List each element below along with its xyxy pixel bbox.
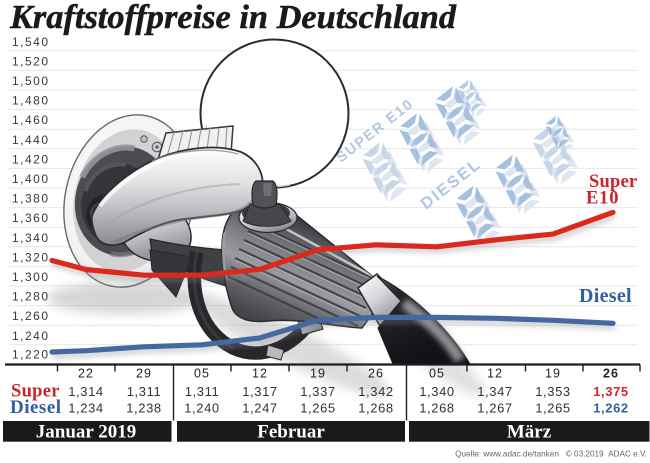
svg-text:1,300: 1,300 [12,270,50,284]
svg-text:1,247: 1,247 [242,401,278,416]
svg-text:1,268: 1,268 [358,401,394,416]
svg-text:26: 26 [368,367,384,381]
svg-text:1,380: 1,380 [12,192,50,206]
svg-text:1,220: 1,220 [12,347,50,361]
svg-text:1,267: 1,267 [477,401,513,416]
svg-text:29: 29 [136,367,152,381]
svg-text:Februar: Februar [257,422,325,443]
svg-text:1,240: 1,240 [12,329,50,343]
svg-text:1,420: 1,420 [12,152,50,166]
svg-text:19: 19 [545,367,561,381]
svg-text:1,500: 1,500 [12,74,50,88]
svg-text:1,347: 1,347 [477,384,513,399]
svg-text:1,440: 1,440 [12,133,50,147]
svg-text:März: März [507,422,552,443]
svg-text:1,280: 1,280 [12,290,50,304]
svg-text:1,240: 1,240 [184,401,220,416]
svg-text:Super: Super [589,172,637,192]
svg-text:1,262: 1,262 [593,401,629,416]
svg-text:1,400: 1,400 [12,172,50,186]
svg-text:1,340: 1,340 [12,231,50,245]
svg-text:1,520: 1,520 [12,54,50,68]
svg-text:1,311: 1,311 [127,384,162,399]
svg-text:1,337: 1,337 [300,384,336,399]
svg-text:19: 19 [310,367,326,381]
svg-text:1,317: 1,317 [242,384,278,399]
svg-text:1,234: 1,234 [68,401,104,416]
svg-text:1,342: 1,342 [358,384,394,399]
svg-text:1,353: 1,353 [535,384,571,399]
svg-text:1,320: 1,320 [12,250,50,264]
svg-text:E10: E10 [586,189,619,209]
svg-text:1,268: 1,268 [419,401,455,416]
svg-text:22: 22 [78,367,94,381]
svg-text:1,460: 1,460 [12,113,50,127]
svg-text:1,360: 1,360 [12,211,50,225]
svg-text:12: 12 [487,367,503,381]
svg-text:Quelle: www.adac.de/tanken ©: Quelle: www.adac.de/tanken © 03.2019 ADA… [455,450,647,459]
svg-text:1,314: 1,314 [68,384,104,399]
svg-text:1,375: 1,375 [593,384,629,399]
svg-text:1,311: 1,311 [185,384,220,399]
svg-text:1,238: 1,238 [126,401,162,416]
svg-text:Super: Super [11,382,60,402]
svg-text:1,260: 1,260 [12,309,50,323]
svg-text:12: 12 [252,367,268,381]
svg-text:1,265: 1,265 [300,401,336,416]
svg-text:05: 05 [429,367,445,381]
svg-text:Diesel: Diesel [579,285,632,307]
svg-text:26: 26 [603,367,619,381]
svg-text:Kraftstoffpreise in Deutschlan: Kraftstoffpreise in Deutschland [9,0,457,36]
svg-text:1,265: 1,265 [535,401,571,416]
svg-text:1,540: 1,540 [12,35,50,49]
svg-text:05: 05 [194,367,210,381]
svg-text:1,340: 1,340 [419,384,455,399]
svg-text:Diesel: Diesel [10,397,62,418]
svg-text:1,480: 1,480 [12,94,50,108]
svg-text:Januar 2019: Januar 2019 [36,422,136,443]
